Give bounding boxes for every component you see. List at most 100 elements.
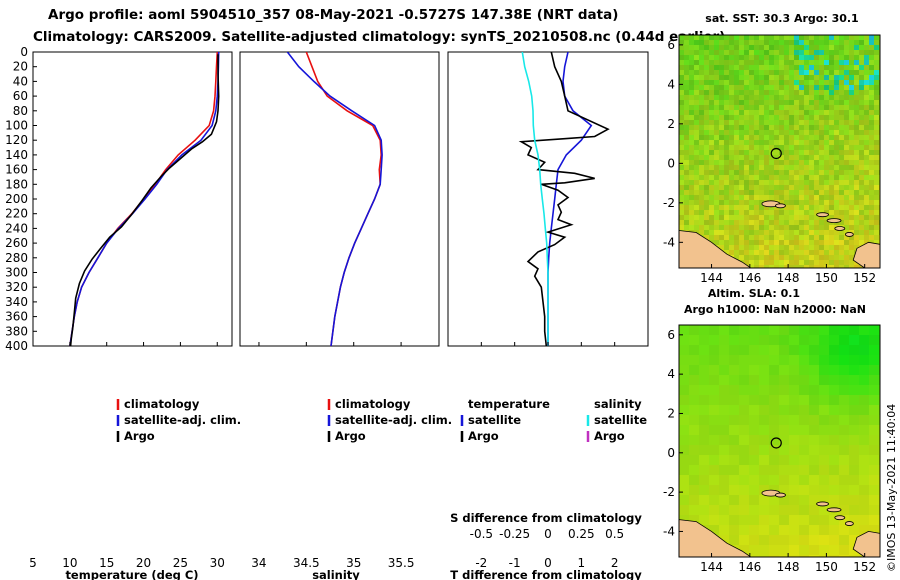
sst-map-cell [754, 40, 760, 46]
sla-map-cell [849, 535, 860, 546]
sst-map-cell [684, 105, 690, 111]
sla-map-cell [829, 445, 840, 456]
sst-map-cell [744, 160, 750, 166]
sst-map-cell [679, 225, 685, 231]
sst-map-cell [729, 120, 735, 126]
sst-map-cell [874, 225, 880, 231]
sst-map-cell [749, 240, 755, 246]
sst-map-cell [739, 200, 745, 206]
sst-map-cell [829, 45, 835, 51]
sla-map-cell [749, 375, 760, 386]
sla-map-cell [709, 465, 720, 476]
sst-map-cell [794, 195, 800, 201]
sst-map-cell [854, 65, 860, 71]
sst-map-cell [714, 215, 720, 221]
sst-map-cell [824, 80, 830, 86]
sla-map-cell [709, 505, 720, 516]
sst-map-cell [694, 125, 700, 131]
sla-map-cell [729, 515, 740, 526]
sst-map-cell [844, 95, 850, 101]
sst-map-cell [849, 175, 855, 181]
sla-map-cell [769, 505, 780, 516]
sst-map-cell [859, 215, 865, 221]
sst-map-cell [724, 75, 730, 81]
sst-map-cell [719, 65, 725, 71]
sst-map-cell [714, 205, 720, 211]
sst-map-cell [874, 215, 880, 221]
sst-map-cell [789, 240, 795, 246]
sst-map-cell [864, 195, 870, 201]
sst-map-cell [864, 220, 870, 226]
sla-map-cell [849, 345, 860, 356]
sla-map-cell [699, 345, 710, 356]
difference-legend-salinity-argo: Argo [594, 429, 625, 443]
sst-map-cell [864, 215, 870, 221]
sst-map-cell [859, 140, 865, 146]
temperature-ytick-label: 80 [13, 104, 28, 118]
sla-map-cell [679, 415, 690, 426]
sst-map-cell [774, 105, 780, 111]
sst-map-cell [824, 100, 830, 106]
sst-map-cell [789, 105, 795, 111]
sst-map-cell [784, 85, 790, 91]
sst-map-cell [829, 110, 835, 116]
temperature-ytick-label: 120 [5, 133, 28, 147]
sst-map-cell [829, 145, 835, 151]
sla-map-cell [839, 335, 850, 346]
sla-map-cell [759, 435, 770, 446]
temperature-ytick-label: 380 [5, 324, 28, 338]
sst-map-land-newbritain [852, 241, 880, 268]
sst-map-cell [764, 115, 770, 121]
sst-map-cell [829, 65, 835, 71]
sst-map-cell [824, 165, 830, 171]
sst-map-cell [724, 155, 730, 161]
sst-map-cell [759, 225, 765, 231]
sst-map-cell [804, 85, 810, 91]
sst-map-cell [774, 80, 780, 86]
sst-map-cell [809, 160, 815, 166]
sst-map-xtick-label: 152 [853, 271, 876, 285]
sst-map-cell [739, 145, 745, 151]
sla-map-cell [839, 435, 850, 446]
sst-map-cell [744, 155, 750, 161]
sst-map-cell [869, 50, 875, 56]
sst-map-cell [799, 220, 805, 226]
sst-map-cell [704, 95, 710, 101]
sst-map-cell [739, 80, 745, 86]
sst-map-cell [739, 50, 745, 56]
sst-map-cell [714, 60, 720, 66]
sst-map-cell [769, 235, 775, 241]
sst-map-cell [714, 115, 720, 121]
sla-map-cell [759, 465, 770, 476]
sst-map-cell [799, 75, 805, 81]
sla-map-cell [719, 385, 730, 396]
sst-map-cell [819, 75, 825, 81]
sst-map-cell [744, 45, 750, 51]
sst-map-cell [814, 210, 820, 216]
sla-map-cell [809, 395, 820, 406]
sst-map-cell [774, 215, 780, 221]
sst-map-cell [744, 50, 750, 56]
sst-map-cell [704, 105, 710, 111]
sst-map-cell [799, 250, 805, 256]
sst-map-cell [704, 210, 710, 216]
sst-map-cell [804, 75, 810, 81]
sst-map-cell [709, 220, 715, 226]
sla-map-cell [879, 385, 880, 396]
sst-map-cell [739, 95, 745, 101]
sst-map-cell [859, 85, 865, 91]
sst-map-cell [834, 110, 840, 116]
difference-top-tick-label: 0.25 [568, 527, 595, 541]
sla-map-cell [819, 435, 830, 446]
sla-map-cell [739, 345, 750, 356]
sst-map-cell [724, 240, 730, 246]
sst-map-cell [804, 170, 810, 176]
sst-map-cell [699, 190, 705, 196]
sst-map-cell [719, 35, 725, 41]
sst-map-cell [764, 165, 770, 171]
sst-map-cell [724, 55, 730, 61]
sst-map-cell [829, 180, 835, 186]
sst-map-cell [849, 210, 855, 216]
sst-map-cell [744, 190, 750, 196]
sst-map-cell [824, 255, 830, 261]
